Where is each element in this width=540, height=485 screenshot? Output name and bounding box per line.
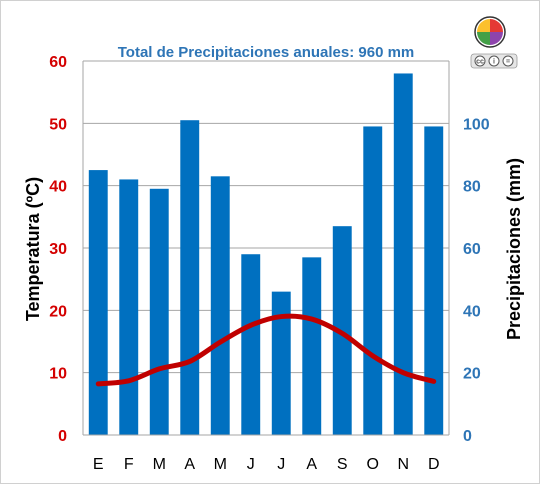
left-tick-label: 40 xyxy=(49,179,67,196)
precipitation-bar xyxy=(394,73,413,435)
month-tick-label: M xyxy=(153,456,166,473)
puzzle-logo-icon xyxy=(475,17,505,47)
left-tick-label: 30 xyxy=(49,241,67,258)
month-tick-label: E xyxy=(93,456,104,473)
precipitation-bar xyxy=(302,257,321,435)
attribution-icon: i xyxy=(493,59,495,66)
month-tick-label: O xyxy=(367,456,379,473)
precipitation-bar xyxy=(180,120,199,435)
precipitation-bar xyxy=(211,176,230,435)
right-tick-label: 0 xyxy=(463,428,472,445)
left-tick-label: 20 xyxy=(49,303,67,320)
right-axis-title: Precipitaciones (mm) xyxy=(504,158,524,340)
month-tick-label: M xyxy=(214,456,227,473)
cc-license-badge: cc i = xyxy=(471,54,517,68)
precipitation-bars xyxy=(89,73,443,435)
left-tick-label: 50 xyxy=(49,116,67,133)
left-axis-ticks: 0 10 20 30 40 50 60 xyxy=(49,54,67,445)
temperature-curve xyxy=(98,316,434,384)
month-tick-label: F xyxy=(124,456,134,473)
precipitation-bar xyxy=(89,170,108,435)
precipitation-bar xyxy=(363,126,382,435)
right-tick-label: 20 xyxy=(463,366,481,383)
precipitation-bar xyxy=(119,179,138,435)
right-tick-label: 100 xyxy=(463,116,490,133)
precipitation-bar xyxy=(272,292,291,435)
left-tick-label: 60 xyxy=(49,54,67,71)
right-tick-label: 60 xyxy=(463,241,481,258)
precipitation-bar xyxy=(150,189,169,435)
precipitation-bar xyxy=(424,126,443,435)
cc-icon: cc xyxy=(476,59,484,66)
month-tick-label: N xyxy=(397,456,409,473)
right-tick-label: 80 xyxy=(463,179,481,196)
no-derivatives-icon: = xyxy=(506,59,510,66)
temperature-line xyxy=(98,316,434,384)
left-tick-label: 10 xyxy=(49,366,67,383)
right-axis-ticks: 0 20 40 60 80 100 xyxy=(463,116,490,445)
month-tick-label: J xyxy=(247,456,255,473)
chart-title: Total de Precipitaciones anuales: 960 mm xyxy=(118,44,415,61)
left-axis-title: Temperatura (ºC) xyxy=(23,177,43,321)
month-tick-label: A xyxy=(306,456,317,473)
left-tick-label: 0 xyxy=(58,428,67,445)
month-tick-label: J xyxy=(277,456,285,473)
precipitation-bar xyxy=(241,254,260,435)
month-tick-label: A xyxy=(184,456,195,473)
month-tick-label: S xyxy=(337,456,348,473)
month-tick-label: D xyxy=(428,456,440,473)
right-tick-label: 40 xyxy=(463,303,481,320)
